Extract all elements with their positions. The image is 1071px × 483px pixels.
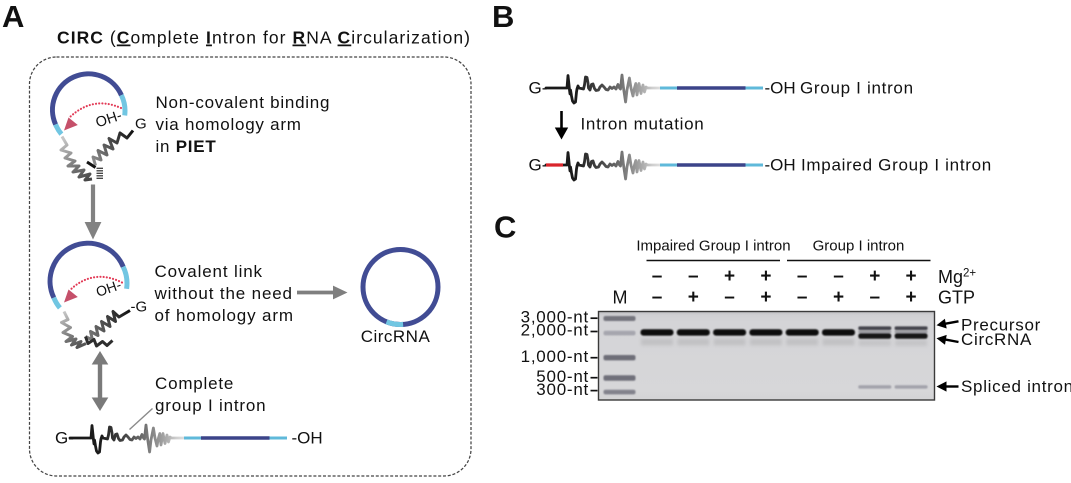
- svg-text:G-: G-: [529, 156, 548, 175]
- svg-text:1,000-nt: 1,000-nt: [521, 347, 589, 366]
- svg-text:CircRNA: CircRNA: [361, 327, 431, 346]
- svg-text:Group I intron: Group I intron: [800, 79, 914, 98]
- svg-text:Mg2+: Mg2+: [938, 267, 976, 287]
- svg-text:Covalent link: Covalent link: [155, 262, 263, 281]
- svg-text:G: G: [135, 116, 147, 133]
- svg-text:-OH: -OH: [765, 79, 796, 98]
- svg-text:–: –: [688, 266, 699, 287]
- svg-text:GTP: GTP: [938, 288, 975, 308]
- svg-text:OH-: OH-: [94, 276, 124, 300]
- svg-text:CircRNA: CircRNA: [961, 330, 1032, 349]
- svg-text:CIRC (Complete Intron for RNA: CIRC (Complete Intron for RNA Circulariz…: [57, 28, 471, 48]
- svg-text:300-nt: 300-nt: [536, 380, 589, 399]
- svg-text:–: –: [833, 266, 844, 287]
- svg-text:–: –: [797, 287, 808, 308]
- svg-text:without the need: without the need: [154, 284, 293, 303]
- svg-text:C: C: [494, 210, 516, 245]
- svg-text:Group I intron: Group I intron: [813, 237, 905, 254]
- svg-text:Impaired Group I intron: Impaired Group I intron: [801, 156, 992, 175]
- svg-text:G-: G-: [529, 79, 548, 98]
- svg-text:+: +: [833, 287, 844, 308]
- svg-text:500-nt: 500-nt: [536, 367, 589, 386]
- svg-text:+: +: [906, 287, 917, 308]
- svg-text:via homology arm: via homology arm: [156, 115, 302, 134]
- svg-text:M: M: [613, 288, 628, 308]
- svg-text:+: +: [688, 287, 699, 308]
- svg-text:3,000-nt: 3,000-nt: [521, 308, 589, 327]
- svg-text:+: +: [760, 266, 771, 287]
- svg-text:A: A: [2, 0, 24, 34]
- svg-text:2,000-nt: 2,000-nt: [521, 321, 589, 340]
- svg-text:–: –: [652, 266, 663, 287]
- svg-text:–: –: [652, 287, 663, 308]
- svg-text:G-: G-: [55, 429, 74, 448]
- svg-text:Impaired Group I intron: Impaired Group I intron: [636, 237, 790, 254]
- svg-text:Non-covalent binding: Non-covalent binding: [156, 93, 331, 112]
- svg-text:group I intron: group I intron: [155, 396, 266, 415]
- svg-text:-OH: -OH: [765, 156, 796, 175]
- svg-text:-G: -G: [131, 299, 148, 316]
- svg-text:-OH: -OH: [292, 429, 323, 448]
- svg-text:of homology arm: of homology arm: [155, 306, 294, 325]
- svg-text:+: +: [869, 266, 880, 287]
- svg-text:Precursor: Precursor: [961, 315, 1041, 334]
- svg-text:in PIET: in PIET: [156, 137, 217, 156]
- svg-text:+: +: [906, 266, 917, 287]
- svg-text:–: –: [724, 287, 735, 308]
- svg-text:OH-: OH-: [94, 108, 124, 131]
- svg-text:+: +: [724, 266, 735, 287]
- svg-text:Intron mutation: Intron mutation: [581, 115, 705, 134]
- svg-text:Spliced intron: Spliced intron: [961, 377, 1071, 396]
- svg-text:Complete: Complete: [155, 374, 234, 393]
- svg-text:+: +: [760, 287, 771, 308]
- svg-text:B: B: [492, 0, 514, 34]
- svg-text:–: –: [797, 266, 808, 287]
- svg-text:–: –: [870, 287, 881, 308]
